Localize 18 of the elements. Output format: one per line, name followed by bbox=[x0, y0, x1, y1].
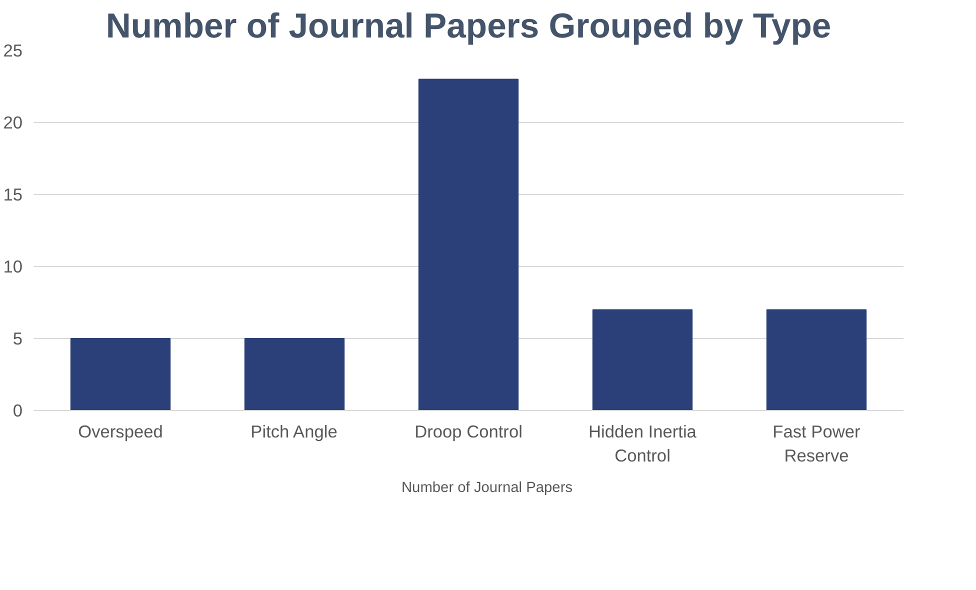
bar bbox=[70, 338, 171, 410]
text: Number of Journal Papers bbox=[401, 480, 573, 496]
bar bbox=[244, 338, 345, 410]
y-tick-label: 0 bbox=[12, 400, 23, 420]
x-tick-label: Hidden Inertia Control bbox=[588, 422, 697, 466]
y-tick-label: 15 bbox=[3, 184, 23, 204]
y-tick-label: 20 bbox=[3, 112, 23, 132]
x-tick-label: Overspeed bbox=[78, 422, 163, 442]
x-tick-label: Droop Control bbox=[414, 422, 522, 442]
x-tick-label: Fast Power Reserve bbox=[772, 422, 861, 466]
bar bbox=[418, 78, 519, 410]
y-tick-label: 10 bbox=[3, 256, 23, 276]
bar bbox=[592, 309, 693, 410]
x-tick-label: Pitch Angle bbox=[250, 422, 338, 442]
chart-title: Number of Journal Papers Grouped by Type bbox=[106, 8, 832, 46]
y-tick-label: 25 bbox=[3, 40, 23, 60]
y-tick-label: 5 bbox=[12, 328, 23, 348]
bar bbox=[766, 309, 867, 410]
